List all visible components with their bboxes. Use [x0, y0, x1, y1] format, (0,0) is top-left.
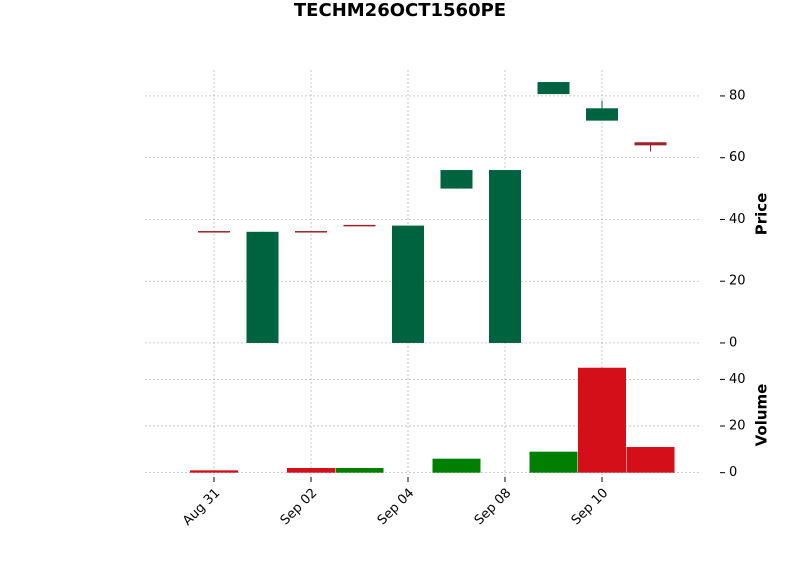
x-tick-label: Sep 02 — [278, 486, 321, 529]
candle-body — [440, 170, 473, 189]
y-axis-label: Price — [753, 193, 771, 236]
candle-body — [586, 108, 618, 121]
x-tick-label: Sep 08 — [472, 486, 515, 529]
volume-axis-label: Volume — [753, 384, 771, 447]
volume-bar — [432, 458, 481, 473]
y-tick-label: 80 — [729, 88, 746, 103]
y-tick-label: 0 — [729, 335, 737, 350]
volume-bar — [578, 367, 626, 473]
volume-tick-label: 40 — [729, 372, 746, 387]
x-tick-label: Sep 10 — [569, 486, 612, 529]
y-tick-label: 20 — [729, 274, 746, 289]
x-tick-label: Sep 04 — [375, 486, 418, 529]
candle-body — [392, 225, 424, 343]
volume-tick-label: 20 — [729, 419, 746, 434]
chart-title: TECHM26OCT1560PE — [294, 0, 506, 21]
candle-body — [198, 231, 230, 233]
candle-body — [537, 82, 570, 95]
y-tick-label: 60 — [729, 150, 746, 165]
volume-bar — [626, 447, 675, 473]
candle-body — [634, 142, 667, 146]
candle-body — [489, 170, 521, 343]
y-tick-label: 40 — [729, 212, 746, 227]
volume-tick-label: 0 — [729, 465, 737, 480]
x-tick-label: Aug 31 — [180, 486, 223, 529]
volume-bar — [287, 468, 335, 473]
candle-body — [295, 231, 327, 233]
candle-body — [343, 224, 376, 227]
candle-body — [246, 231, 279, 343]
volume-bar — [335, 468, 384, 473]
volume-bar — [190, 470, 238, 473]
volume-bar — [529, 451, 578, 473]
